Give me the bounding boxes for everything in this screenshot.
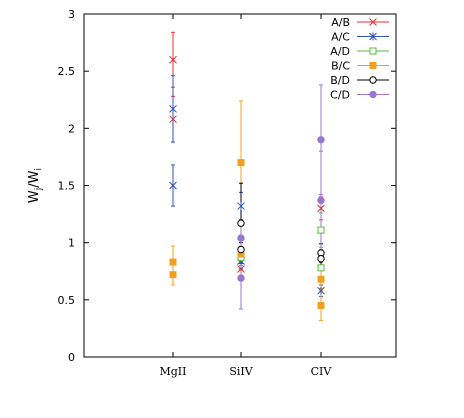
legend-label: B/D <box>330 74 350 87</box>
legend-entry: B/D <box>330 74 389 87</box>
data-point <box>317 226 325 234</box>
data-point <box>169 104 177 113</box>
legend-label: A/B <box>331 16 350 29</box>
y-label-sub-j: j <box>34 188 44 192</box>
data-point <box>317 275 325 283</box>
legend-entry: C/D <box>330 89 389 102</box>
data-point <box>237 265 245 273</box>
data-point <box>237 245 245 254</box>
data-point <box>237 202 245 211</box>
legend-label: A/D <box>330 45 350 58</box>
legend-label: C/D <box>330 89 350 102</box>
y-axis-label: Wj/Wi <box>27 168 44 203</box>
data-point <box>317 204 325 213</box>
y-label-main2: W <box>27 170 42 183</box>
data-point <box>317 302 325 310</box>
data-point <box>169 258 177 266</box>
data-point <box>317 286 325 295</box>
x-tick-label: CIV <box>311 365 333 378</box>
legend-label: B/C <box>331 60 350 73</box>
data-point <box>169 115 177 124</box>
data-point <box>237 274 245 282</box>
data-point <box>237 234 245 242</box>
data-markers <box>169 55 325 310</box>
y-tick-label: 3 <box>68 8 75 21</box>
y-tick-label: 0.5 <box>58 294 76 307</box>
axis-ticks: 0 0.5 1 1.5 2 2.5 3 MgII SiIV CIV <box>58 8 396 378</box>
y-tick-label: 0 <box>68 351 75 364</box>
legend-entry: A/C <box>331 31 389 44</box>
y-tick-label: 1 <box>68 237 75 250</box>
data-point <box>169 271 177 279</box>
error-bars <box>171 31 323 321</box>
data-point <box>317 136 325 144</box>
legend-entry: A/D <box>330 45 389 58</box>
legend-label: A/C <box>331 31 350 44</box>
data-point <box>317 264 325 272</box>
data-point <box>169 181 177 190</box>
y-label-main: W <box>27 190 42 203</box>
data-point <box>237 159 245 167</box>
x-tick-label: MgII <box>160 365 187 378</box>
legend-entry: B/C <box>331 60 389 73</box>
data-point <box>169 55 177 64</box>
data-point <box>237 219 245 227</box>
data-point <box>317 196 325 205</box>
legend: A/B A/CA/D B/CB/D C/D <box>330 16 389 102</box>
y-tick-label: 2.5 <box>58 65 76 78</box>
y-label-slash: / <box>27 183 42 188</box>
y-label-sub-i: i <box>34 168 44 171</box>
data-point <box>317 254 325 263</box>
x-tick-label: SiIV <box>229 365 253 378</box>
y-tick-label: 1.5 <box>58 180 76 193</box>
legend-entry: A/B <box>331 16 389 29</box>
y-tick-label: 2 <box>68 122 75 135</box>
